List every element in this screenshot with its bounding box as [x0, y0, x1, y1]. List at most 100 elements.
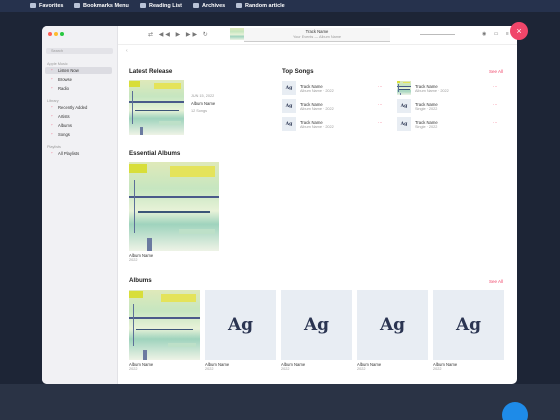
sidebar: Search Apple Music ◦ Listen Now ◦ Browse ◦ Rad… [42, 26, 118, 384]
close-button[interactable]: × [510, 22, 528, 40]
sidebar-icon: ◦ [51, 104, 53, 109]
album-name[interactable]: Album Name [357, 362, 382, 367]
song-art [397, 81, 411, 95]
sidebar-icon: ◦ [51, 76, 53, 81]
album-cover[interactable]: Ag [281, 290, 352, 360]
bookmark[interactable]: Favorites [39, 3, 64, 9]
song-title[interactable]: Track Name [300, 120, 323, 125]
sidebar-item[interactable]: Recently Added [58, 105, 88, 110]
art-shape [168, 342, 197, 347]
release-date: JUN 15, 2022 [191, 94, 215, 98]
sidebar-section-title: Library [47, 99, 59, 103]
toolbar-icons[interactable]: ◉ ▭ ≡ [482, 31, 512, 37]
art-shape [129, 316, 200, 319]
album-cover[interactable]: Ag [205, 290, 276, 360]
art-shape [134, 110, 179, 112]
chat-button[interactable] [502, 402, 528, 420]
art-shape [159, 121, 182, 125]
more-button[interactable]: ⋯ [378, 84, 383, 89]
art-shape [403, 81, 411, 84]
volume[interactable] [420, 34, 455, 35]
placeholder-glyph: Ag [379, 315, 406, 335]
album-name[interactable]: Album Name [129, 253, 154, 258]
art-shape [404, 91, 411, 93]
back-button[interactable]: ‹ [126, 48, 128, 54]
song-title[interactable]: Track Name [300, 84, 323, 89]
art-shape [399, 92, 401, 95]
sidebar-item[interactable]: Albums [58, 123, 72, 128]
album-name[interactable]: Album Name [129, 362, 154, 367]
main-content: Latest Release JUN 15, 2022 Album Name 12 S… [118, 26, 517, 384]
song-art: Ag [282, 99, 296, 113]
album-cover[interactable]: Ag [357, 290, 428, 360]
progress[interactable] [244, 41, 390, 42]
bookmark-icon [193, 3, 199, 8]
song-subtitle: Album Name · 2022 [415, 89, 449, 93]
sidebar-item[interactable]: Radio [58, 86, 69, 91]
song-title[interactable]: Track Name [415, 120, 438, 125]
album-year: 2022 [129, 258, 138, 262]
more-button[interactable]: ⋯ [493, 102, 498, 107]
section-heading: Albums [129, 277, 152, 284]
song-art: Ag [282, 117, 296, 131]
placeholder-glyph: Ag [285, 85, 293, 91]
release-name[interactable]: Album Name [191, 101, 216, 106]
sidebar-item[interactable]: Songs [58, 132, 70, 137]
bookmark[interactable]: Bookmarks Menu [83, 3, 129, 9]
album-cover [129, 290, 200, 360]
art-shape [129, 163, 147, 173]
art-shape [178, 228, 215, 235]
selected-row [45, 67, 112, 74]
track-subtitle: Your Events — Album Name [293, 35, 341, 39]
more-button[interactable]: ⋯ [378, 102, 383, 107]
art-shape [138, 210, 210, 213]
placeholder-glyph: Ag [285, 103, 293, 109]
bookmark[interactable]: Archives [202, 3, 226, 9]
song-title[interactable]: Track Name [415, 102, 438, 107]
bookmark-icon [74, 3, 80, 8]
bookmark[interactable]: Random article [245, 3, 285, 9]
more-button[interactable]: ⋯ [493, 84, 498, 89]
song-subtitle: Album Name · 2022 [300, 107, 334, 111]
playback-controls[interactable]: ⇄ ◀◀ ▶ ▶▶ ↻ [148, 32, 210, 38]
sidebar-icon: ◦ [51, 131, 53, 136]
song-subtitle: Single · 2022 [415, 125, 438, 129]
more-button[interactable]: ⋯ [378, 120, 383, 125]
placeholder-glyph: Ag [285, 121, 293, 127]
art-shape [129, 195, 219, 199]
album-name[interactable]: Album Name [205, 362, 230, 367]
section-heading: Latest Release [129, 68, 173, 75]
sidebar-item[interactable]: All Playlists [58, 151, 80, 156]
sidebar-item[interactable]: Artists [58, 114, 70, 119]
sidebar-item[interactable]: Listen Now [58, 68, 79, 73]
art-shape [136, 328, 193, 330]
more-button[interactable]: ⋯ [493, 120, 498, 125]
bookmark[interactable]: Reading List [149, 3, 183, 9]
window-zoom[interactable] [60, 32, 64, 36]
see-all[interactable]: See All [489, 69, 504, 74]
album-name[interactable]: Album Name [281, 362, 306, 367]
art-shape [140, 126, 143, 135]
sidebar-item[interactable]: Browse [58, 77, 72, 82]
search-field[interactable]: Search [46, 48, 113, 54]
placeholder-glyph: Ag [400, 121, 408, 127]
art-shape [397, 81, 400, 83]
placeholder-glyph: Ag [400, 103, 408, 109]
art-shape [169, 166, 215, 178]
album-year: 2022 [129, 367, 138, 371]
placeholder-glyph: Ag [227, 315, 254, 335]
album-cover[interactable]: Ag [433, 290, 504, 360]
track-title: Track Name [305, 29, 329, 34]
art-shape [153, 82, 182, 90]
art-shape [129, 81, 140, 87]
window-close[interactable] [48, 32, 52, 36]
album-name[interactable]: Album Name [433, 362, 458, 367]
song-title[interactable]: Track Name [415, 84, 438, 89]
see-all[interactable]: See All [489, 279, 504, 284]
art-shape [129, 100, 184, 103]
album-year: 2022 [205, 367, 214, 371]
window-minimize[interactable] [54, 32, 58, 36]
song-title[interactable]: Track Name [300, 102, 323, 107]
song-subtitle: Album Name · 2022 [300, 89, 334, 93]
